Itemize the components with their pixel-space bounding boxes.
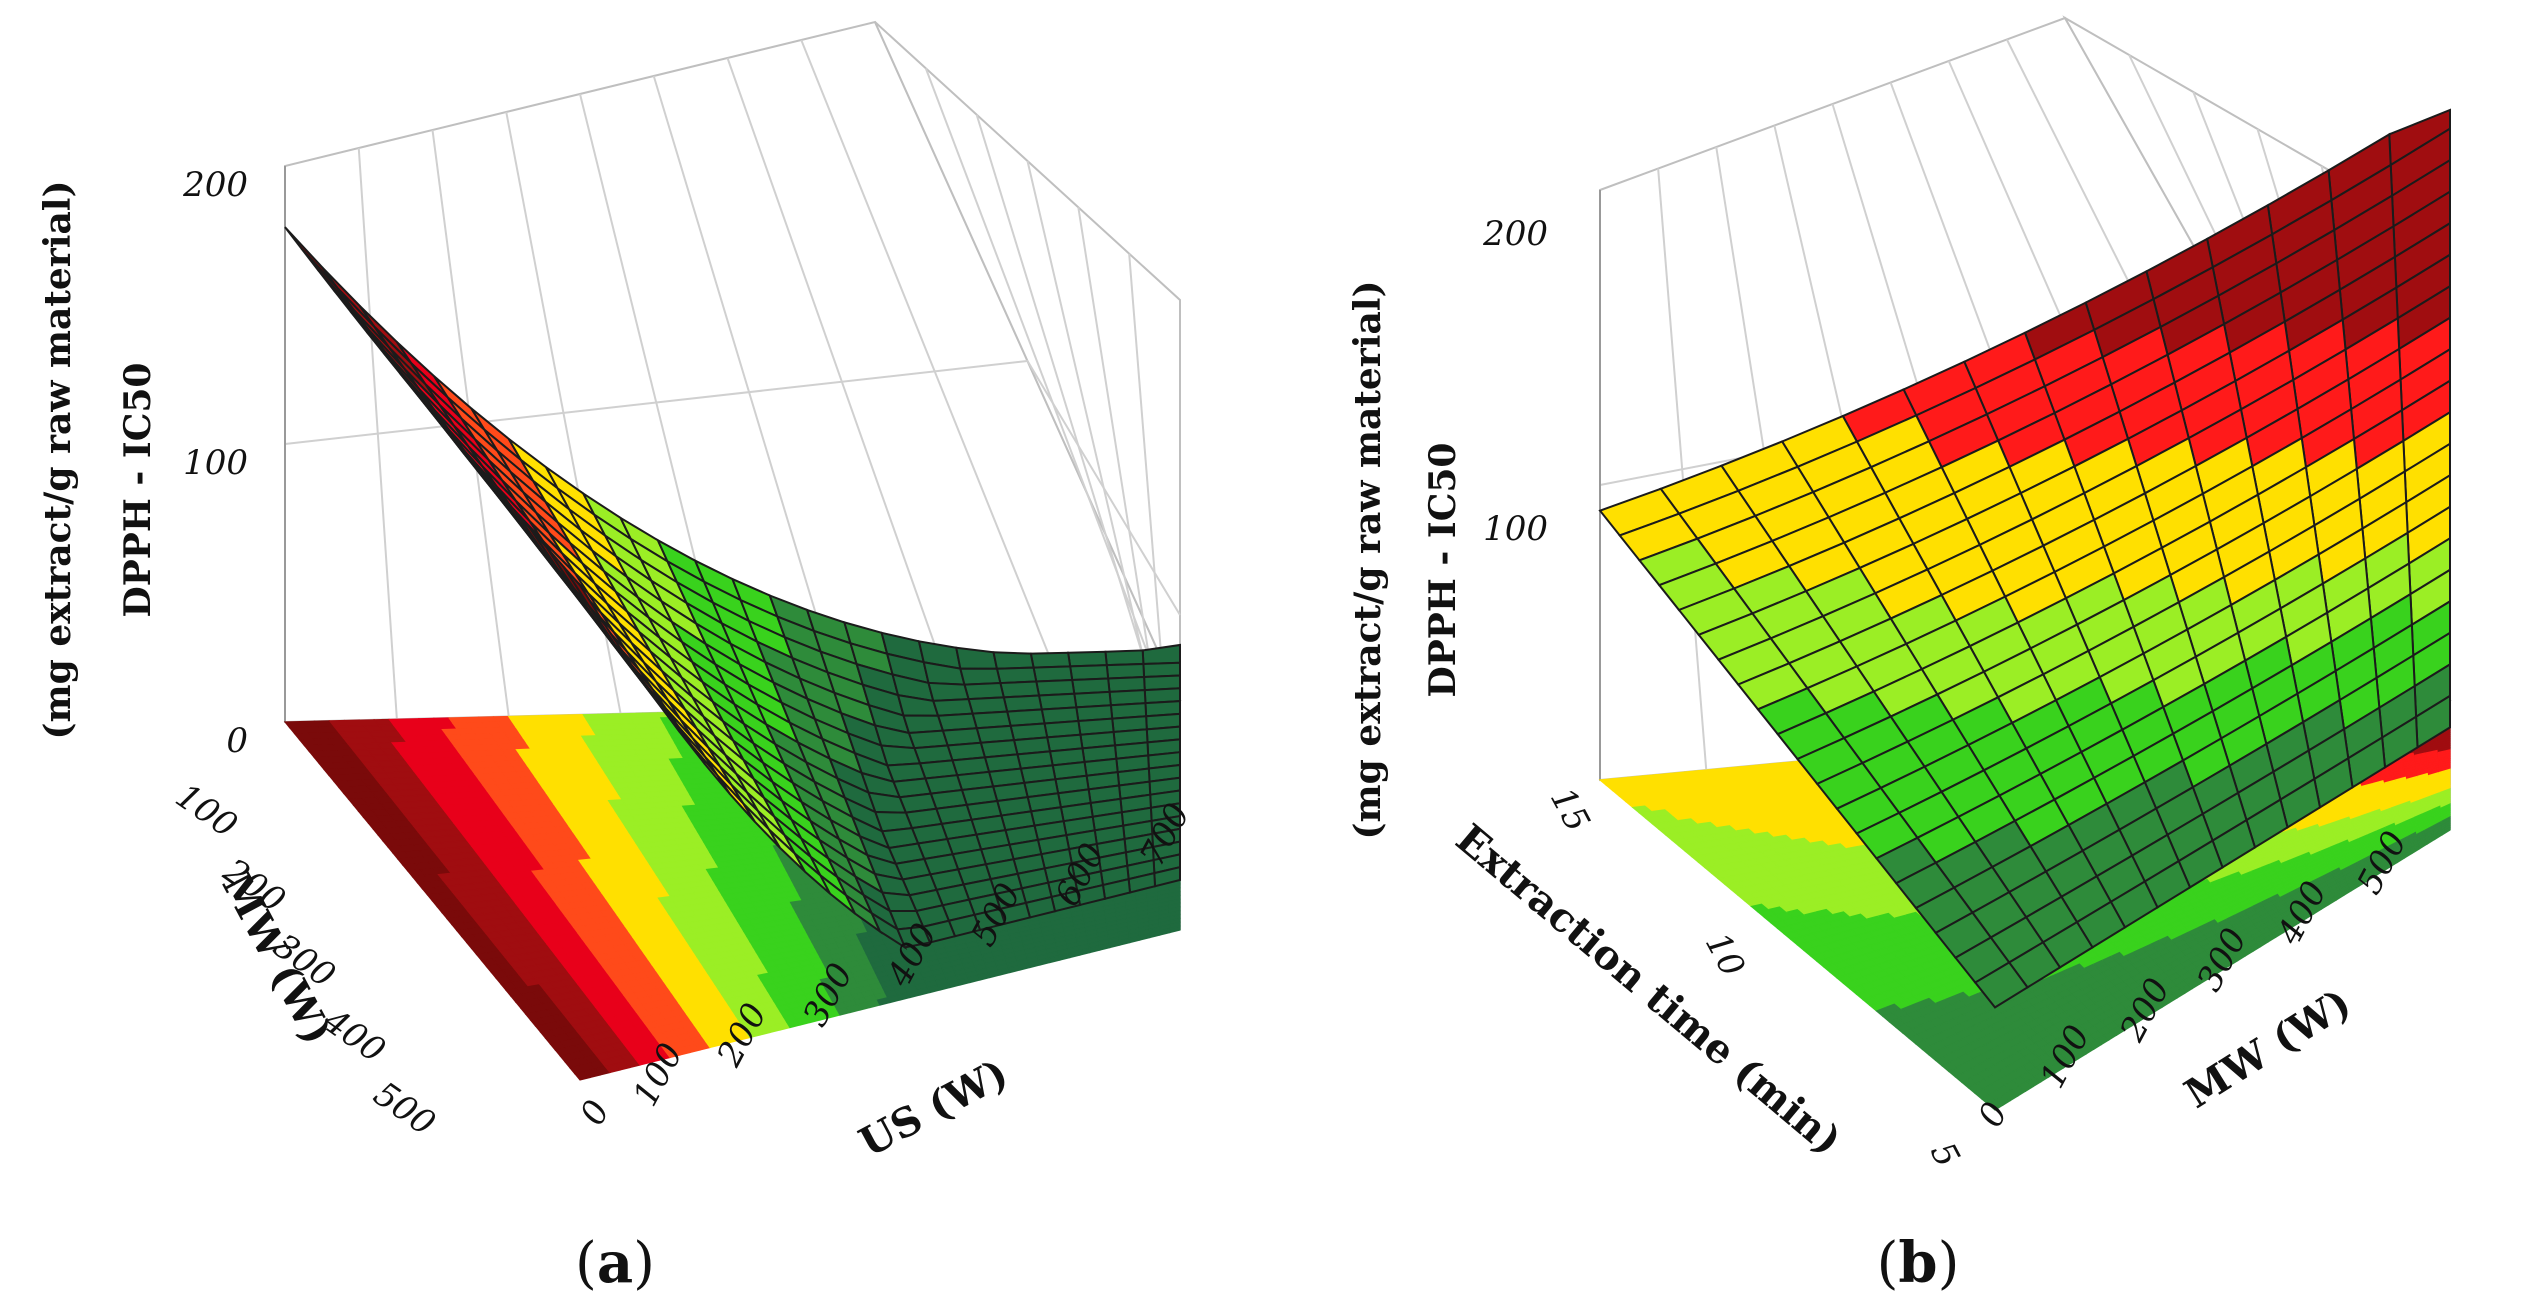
panel-a-chart: 0 100 200 DPPH - IC50 (mg extract/g raw … <box>37 20 1198 1296</box>
panel-a-wall-gridline <box>284 359 1181 616</box>
panel-a-surface-cell <box>1032 665 1074 683</box>
panel-a-surface-cell <box>992 651 1035 670</box>
panel-a-surface-cell <box>1104 649 1145 667</box>
panel-a-z-label-line1: DPPH - IC50 <box>117 363 159 618</box>
panel-a-y-tick: 500 <box>366 1074 442 1144</box>
panel-a-caption: (a) <box>575 1230 655 1296</box>
panel-a-x-axis-label: US (W) <box>852 1050 1016 1167</box>
panel-a-z-label-line2: (mg extract/g raw material) <box>37 181 79 740</box>
panel-a-surface-cell <box>959 667 1002 686</box>
panel-a-y-tick: 100 <box>168 776 244 846</box>
panel-a-surface-cell <box>879 744 922 767</box>
panel-a-surface-cell <box>995 666 1038 685</box>
panel-b-chart: 100 200 DPPH - IC50 (mg extract/g raw ma… <box>1347 15 2452 1296</box>
panel-a-surface-cell <box>1029 651 1072 669</box>
panel-a-surface-cell <box>1066 650 1108 668</box>
panel-a-z-tick: 100 <box>183 443 248 483</box>
panel-a-z-tick: 200 <box>182 165 248 205</box>
panel-a-z-tick: 0 <box>226 721 248 761</box>
panel-a-surface-cell <box>927 681 970 702</box>
panel-a-x-tick: 0 <box>573 1094 618 1132</box>
